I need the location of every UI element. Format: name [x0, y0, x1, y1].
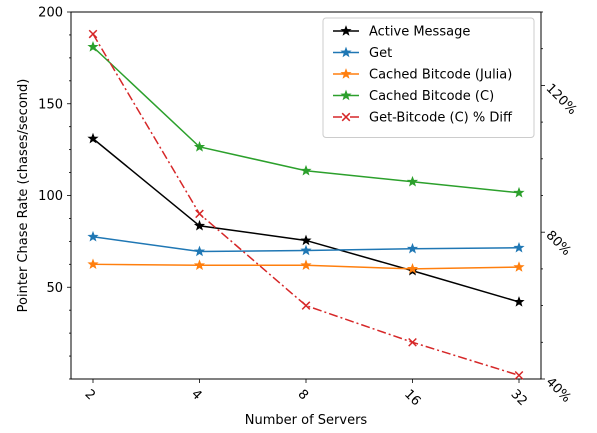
legend-label: Get	[369, 46, 392, 61]
data-point	[193, 219, 206, 231]
series-line	[92, 33, 520, 377]
legend-marker	[340, 89, 352, 101]
series-2	[87, 258, 525, 274]
series-1	[87, 230, 525, 257]
data-point	[87, 41, 99, 52]
legend-label: Cached Bitcode (C)	[369, 89, 494, 104]
x-axis: 2 4 8 16 32	[82, 379, 530, 409]
x-tick-label: 4	[188, 387, 204, 403]
right-y-axis: 40% 80% 120%	[541, 11, 580, 406]
data-point	[300, 234, 312, 246]
y-axis-label: Pointer Chase Rate (chases/second)	[16, 79, 31, 313]
x-tick-label: 8	[295, 387, 311, 403]
data-point	[406, 242, 419, 254]
y-tick-label: 100	[38, 189, 63, 204]
data-point	[193, 245, 206, 257]
data-point	[513, 241, 525, 253]
data-point	[300, 164, 312, 176]
data-point	[514, 370, 524, 380]
data-point	[513, 261, 525, 272]
legend-marker	[340, 46, 352, 58]
data-point	[301, 301, 311, 310]
x-axis-label: Number of Servers	[245, 413, 368, 428]
data-point	[513, 296, 525, 307]
data-point	[300, 259, 312, 270]
y-tick-label: 150	[38, 97, 63, 112]
data-point	[193, 259, 206, 270]
legend-label: Get-Bitcode (C) % Diff	[369, 111, 513, 126]
data-point	[87, 258, 99, 270]
legend-marker	[341, 112, 351, 122]
legend-box	[322, 17, 535, 138]
data-point	[88, 29, 98, 39]
data-point	[195, 209, 204, 219]
y2-tick-label: 120%	[543, 81, 580, 118]
data-point	[408, 337, 417, 347]
y-tick-label: 50	[46, 281, 63, 296]
series-line	[92, 138, 520, 303]
y2-tick-label: 40%	[543, 375, 574, 406]
series-0	[87, 132, 525, 307]
x-tick-label: 32	[508, 387, 530, 409]
legend-label: Cached Bitcode (Julia)	[369, 68, 512, 83]
data-point	[87, 132, 99, 144]
data-point	[406, 263, 419, 274]
legend-label: Active Message	[369, 25, 470, 40]
data-point	[513, 186, 525, 198]
series-layer	[87, 29, 525, 380]
series-3	[87, 41, 525, 198]
series-4	[88, 29, 524, 380]
left-y-axis: 50 100 150 200	[38, 6, 71, 380]
y2-tick-label: 80%	[543, 228, 574, 259]
data-point	[193, 141, 206, 152]
x-tick-label: 16	[401, 387, 423, 409]
legend-marker	[340, 68, 352, 79]
legend-marker	[340, 25, 352, 36]
x-tick-label: 2	[82, 387, 98, 403]
data-point	[87, 230, 99, 242]
legend: Active Message Get Cached Bitcode (Julia) C…	[322, 17, 535, 138]
y-tick-label: 200	[38, 6, 63, 21]
data-point	[300, 244, 312, 256]
data-point	[406, 175, 419, 187]
